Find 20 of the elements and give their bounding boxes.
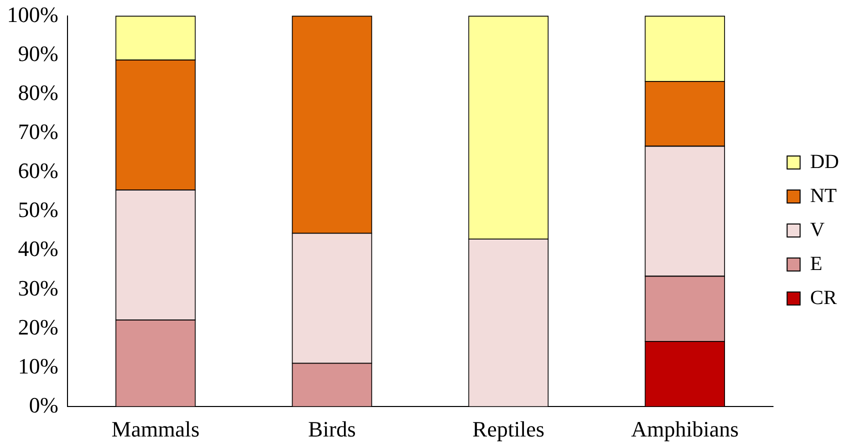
y-tick-label: 0% bbox=[29, 392, 58, 418]
legend-label: V bbox=[810, 218, 826, 241]
legend-label: NT bbox=[810, 184, 837, 207]
y-tick-label: 40% bbox=[18, 236, 58, 262]
y-tick-label: 90% bbox=[18, 41, 58, 66]
x-tick-label: Reptiles bbox=[472, 416, 544, 442]
x-tick-label: Amphibians bbox=[631, 416, 739, 442]
x-tick-label: Birds bbox=[308, 416, 356, 442]
y-tick-label: 50% bbox=[18, 197, 58, 222]
legend-label: CR bbox=[810, 286, 838, 309]
y-tick-label: 70% bbox=[18, 119, 58, 144]
y-tick-label: 60% bbox=[18, 158, 58, 184]
y-tick-label: 80% bbox=[18, 80, 58, 106]
legend-label: DD bbox=[810, 150, 840, 173]
y-tick-label: 30% bbox=[18, 275, 58, 300]
y-tick-label: 10% bbox=[18, 353, 58, 378]
legend-label: E bbox=[810, 252, 822, 275]
x-tick-label: Mammals bbox=[112, 416, 200, 442]
y-tick-label: 20% bbox=[18, 314, 58, 340]
y-tick-label: 100% bbox=[7, 2, 58, 27]
